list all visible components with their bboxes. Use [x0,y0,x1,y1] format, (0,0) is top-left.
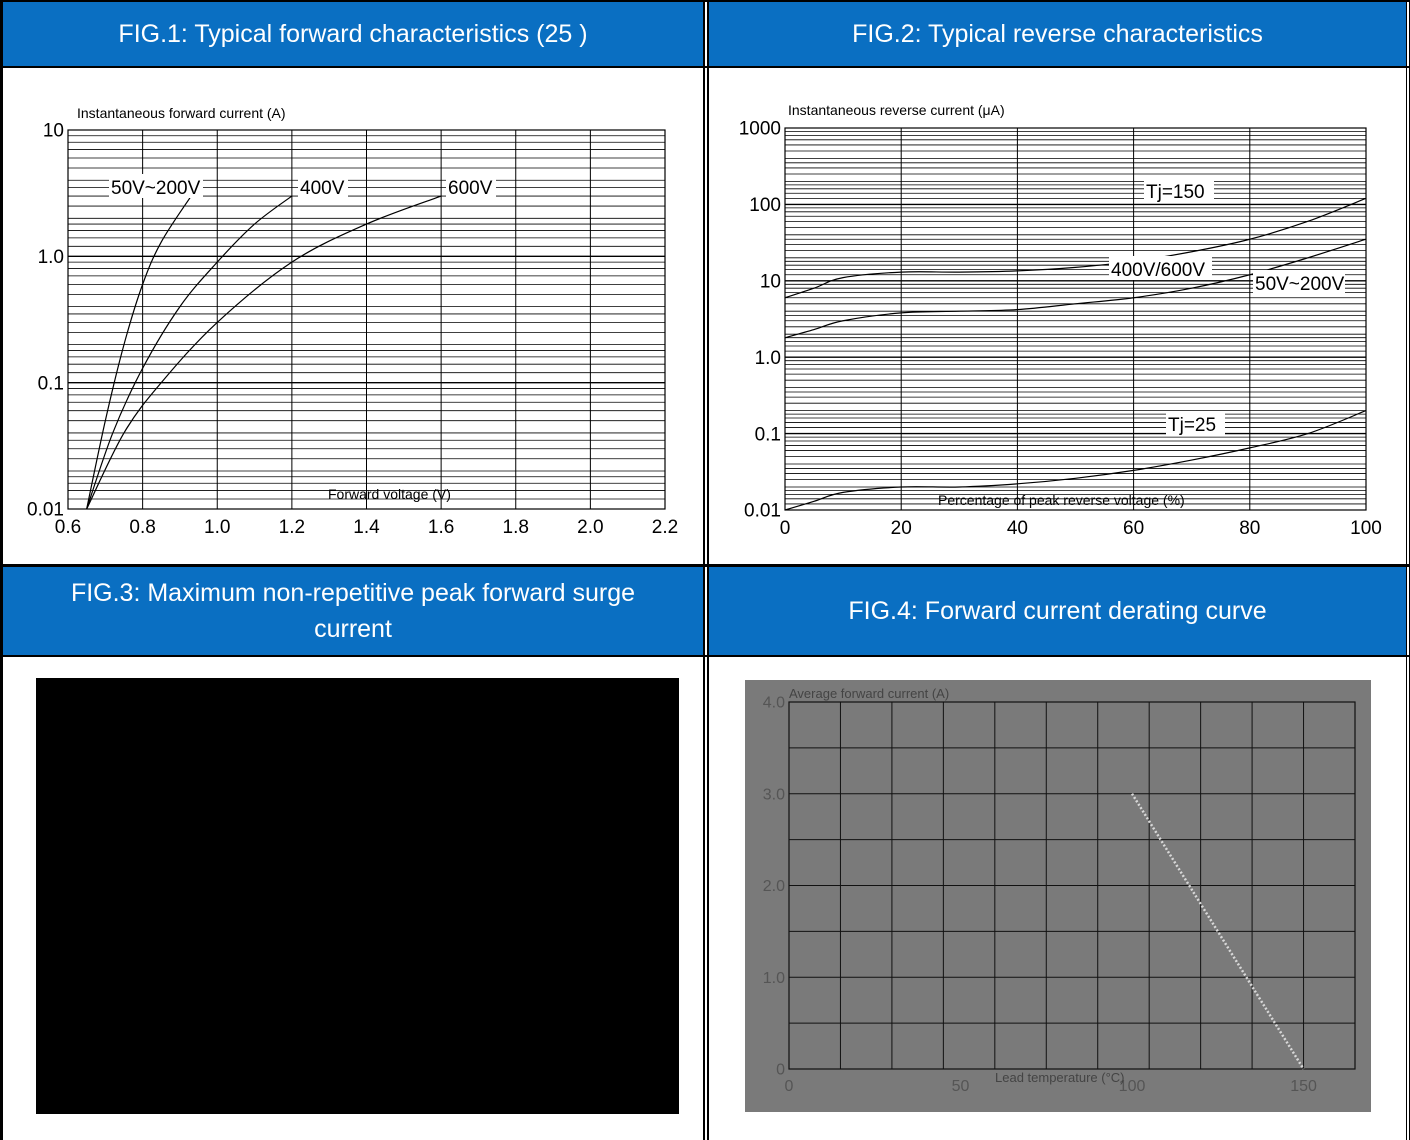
fig4-title: FIG.4: Forward current derating curve [709,567,1406,655]
fig2-annotation-3: Tj=25 [1168,415,1216,436]
fig2-xtick-0: 0 [780,518,791,539]
fig1-title: FIG.1: Typical forward characteristics (… [3,2,703,66]
fig2-annotation-bg-1 [1109,256,1212,280]
frame-row2 [0,564,1410,567]
fig1-xtick-7: 2.0 [577,517,603,538]
fig2-xtick-2: 40 [1007,518,1028,539]
fig4-ytick-2: 2.0 [763,878,785,895]
fig1-legend: 50V~200V 400V 600V [109,174,496,199]
fig2-xtick-4: 80 [1239,518,1260,539]
fig4-xtick-0: 0 [785,1078,794,1095]
fig4-background [745,680,1371,1112]
fig1-ytick-0: 0.01 [27,500,64,521]
fig2-xtick-3: 60 [1123,518,1144,539]
fig1-ylabel: Instantaneous forward current (A) [77,105,286,121]
fig4-xlabel: Lead temperature (°C) [995,1070,1124,1085]
fig2-annotations: Tj=150 400V/600V 50V~200V Tj=25 [1109,178,1345,436]
fig1-ticks: 0.6 0.8 1.0 1.2 1.4 1.6 1.8 2.0 2.2 0.01 0.1 1.0 10 [27,121,678,538]
fig1-legend-bg-1 [298,174,348,198]
fig1-ytick-2: 1.0 [38,247,64,268]
fig1-legend-bg-2 [446,174,496,198]
fig2-annotation-2: 50V~200V [1255,274,1345,295]
fig1-legend-0: 50V~200V [111,178,201,199]
fig1-series-2 [86,195,442,510]
fig2-xtick-5: 100 [1350,518,1382,539]
fig2-series-0 [784,197,1367,299]
fig1-legend-bg-0 [109,174,203,198]
fig2-ytick-1: 0.1 [755,424,781,445]
fig4-ylabel: Average forward current (A) [789,686,949,701]
fig2-series [784,197,1367,511]
fig4-ytick-3: 3.0 [763,786,785,803]
fig2-grid [784,127,1367,511]
frame-middle [703,0,709,1140]
frame-left [0,0,3,1140]
fig2-ticks: 0 20 40 60 80 100 0.01 0.1 1.0 10 100 1000 [739,119,1382,539]
fig2-plot-area [784,127,1367,511]
fig1-xtick-5: 1.6 [428,517,454,538]
fig2-chart: 0 20 40 60 80 100 0.01 0.1 1.0 10 100 1000 Instanta… [739,102,1382,539]
fig2-annotation-1: 400V/600V [1111,260,1205,281]
fig1-xtick-6: 1.8 [503,517,529,538]
fig4-ticks: 0 50 100 150 0 1.0 2.0 3.0 4.0 [763,695,1317,1095]
fig1-legend-2: 600V [448,178,493,199]
fig4-xtick-1: 50 [952,1078,970,1095]
fig2-ytick-2: 1.0 [755,348,781,369]
fig1-xtick-4: 1.4 [353,517,380,538]
fig1-ytick-3: 10 [43,121,64,142]
fig1-xtick-0: 0.6 [55,517,81,538]
fig2-ytick-5: 1000 [739,119,781,140]
frame-top [0,0,1410,2]
fig1-xtick-1: 0.8 [129,517,155,538]
fig2-annotation-bg-2 [1253,270,1345,294]
fig4-ytick-4: 4.0 [763,695,785,712]
fig3-chart-image [36,678,679,1114]
fig2-title: FIG.2: Typical reverse characteristics [709,2,1406,66]
fig1-series-1 [86,195,293,510]
fig2-xtick-1: 20 [891,518,912,539]
fig2-xlabel: Percentage of peak reverse voltage (%) [938,492,1185,508]
fig1-xlabel: Forward voltage (V) [328,486,451,502]
frame-row1 [0,66,1410,68]
fig2-ytick-4: 100 [749,195,781,216]
fig4-grid [788,701,1356,1070]
fig2-ytick-0: 0.01 [744,501,781,522]
fig2-ylabel: Instantaneous reverse current (μA) [788,102,1005,118]
fig2-annotation-0: Tj=150 [1146,182,1205,203]
fig1-xtick-2: 1.0 [204,517,230,538]
frame-right [1406,0,1410,1140]
fig4-chart: 0 50 100 150 0 1.0 2.0 3.0 4.0 Average forward c… [745,680,1371,1112]
fig4-series [1130,793,1305,1070]
fig4-ytick-1: 1.0 [763,970,785,987]
fig1-ytick-1: 0.1 [38,373,64,394]
frame-row3 [0,655,1410,657]
fig1-legend-1: 400V [300,178,345,199]
fig1-series [86,195,442,510]
fig4-series-0 [1130,793,1305,1070]
fig2-ytick-3: 10 [760,271,781,292]
fig3-title: FIG.3: Maximum non-repetitive peak forwa… [3,567,703,655]
fig4-ytick-0: 0 [776,1062,785,1079]
fig1-series-0 [86,195,192,510]
fig1-chart: 0.6 0.8 1.0 1.2 1.4 1.6 1.8 2.0 2.20.010.11.010 … [27,105,678,538]
fig2-annotation-bg-3 [1166,411,1225,435]
fig1-xtick-8: 2.2 [652,517,678,538]
fig2-series-2 [784,410,1367,511]
fig2-annotation-bg-0 [1144,178,1214,202]
fig4-xtick-3: 150 [1290,1078,1317,1095]
fig4-xtick-2: 100 [1119,1078,1146,1095]
fig1-xtick-3: 1.2 [279,517,305,538]
fig1-grid [67,129,666,510]
